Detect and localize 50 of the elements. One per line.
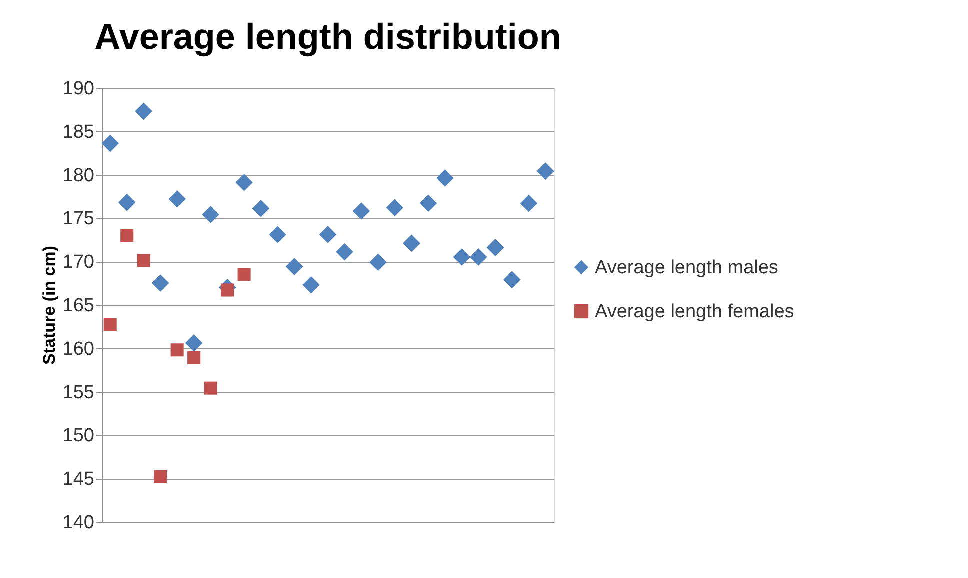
y-tick-label: 165 — [62, 296, 94, 316]
point — [336, 243, 354, 261]
point — [403, 234, 420, 252]
y-tick-label: 180 — [62, 165, 94, 186]
point — [436, 170, 454, 187]
point — [536, 162, 554, 180]
point — [302, 276, 320, 294]
y-tick-label: 190 — [62, 78, 94, 100]
point — [102, 134, 120, 152]
y-tick-label: 150 — [62, 426, 94, 447]
point — [202, 206, 220, 224]
y-axis-title: Stature (in cm) — [40, 246, 59, 366]
point — [453, 248, 471, 266]
point — [503, 271, 521, 288]
y-tick-label: 160 — [62, 338, 94, 360]
point — [252, 200, 270, 218]
point — [269, 226, 286, 244]
point — [238, 268, 251, 282]
point — [520, 194, 538, 212]
y-tick-label: 170 — [62, 252, 94, 274]
point — [319, 226, 337, 244]
point — [135, 102, 153, 120]
point — [154, 470, 168, 484]
legend-label: Average length females — [595, 302, 794, 322]
point — [236, 174, 253, 192]
point — [352, 202, 370, 220]
point — [152, 274, 170, 292]
y-tick-label: 145 — [62, 469, 94, 490]
point — [420, 194, 438, 212]
chart-title: Average length distribution — [94, 16, 562, 57]
point — [104, 318, 117, 332]
y-tick-label: 185 — [62, 122, 94, 143]
point — [470, 248, 488, 266]
point — [386, 199, 404, 216]
point — [185, 334, 203, 352]
point — [170, 344, 184, 357]
point — [120, 229, 134, 242]
point — [221, 284, 234, 297]
point — [168, 190, 186, 208]
y-tick-label: 175 — [62, 208, 94, 230]
point — [188, 351, 201, 364]
point — [286, 258, 304, 276]
y-tick-label: 140 — [62, 512, 94, 534]
point — [204, 382, 218, 395]
point — [370, 254, 387, 272]
legend-label: Average length males — [595, 258, 778, 278]
y-tick-label: 155 — [62, 382, 94, 404]
point — [118, 194, 136, 212]
point — [137, 254, 150, 268]
point — [486, 239, 504, 256]
